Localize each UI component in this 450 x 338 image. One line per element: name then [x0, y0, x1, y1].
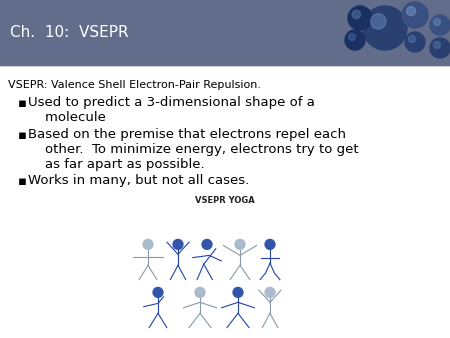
Circle shape	[352, 10, 360, 19]
Circle shape	[405, 32, 425, 52]
Circle shape	[371, 14, 386, 29]
Text: ▪: ▪	[18, 97, 27, 110]
Circle shape	[402, 2, 428, 28]
Text: Works in many, but not all cases.: Works in many, but not all cases.	[28, 174, 249, 187]
Circle shape	[153, 287, 163, 297]
Text: VSEPR: Valence Shell Electron-Pair Repulsion.: VSEPR: Valence Shell Electron-Pair Repul…	[8, 80, 261, 90]
Circle shape	[433, 19, 441, 25]
Circle shape	[202, 239, 212, 249]
Circle shape	[143, 239, 153, 249]
Text: ▪: ▪	[18, 175, 27, 188]
Circle shape	[265, 239, 275, 249]
Text: VSEPR YOGA: VSEPR YOGA	[195, 196, 255, 205]
Circle shape	[430, 15, 450, 35]
Text: Used to predict a 3-dimensional shape of a
    molecule: Used to predict a 3-dimensional shape of…	[28, 96, 315, 124]
Text: ▪: ▪	[18, 129, 27, 142]
Circle shape	[409, 35, 415, 43]
Circle shape	[433, 42, 441, 48]
Circle shape	[195, 287, 205, 297]
Bar	[0, 0, 450, 66]
Circle shape	[348, 6, 372, 30]
Circle shape	[173, 239, 183, 249]
Circle shape	[363, 6, 407, 50]
Circle shape	[406, 6, 416, 16]
Text: Based on the premise that electrons repel each
    other.  To minimize energy, e: Based on the premise that electrons repe…	[28, 128, 359, 171]
Circle shape	[265, 287, 275, 297]
Circle shape	[233, 287, 243, 297]
Text: Ch.  10:  VSEPR: Ch. 10: VSEPR	[10, 25, 129, 41]
Circle shape	[235, 239, 245, 249]
Circle shape	[430, 38, 450, 58]
Circle shape	[348, 33, 356, 41]
Circle shape	[345, 30, 365, 50]
